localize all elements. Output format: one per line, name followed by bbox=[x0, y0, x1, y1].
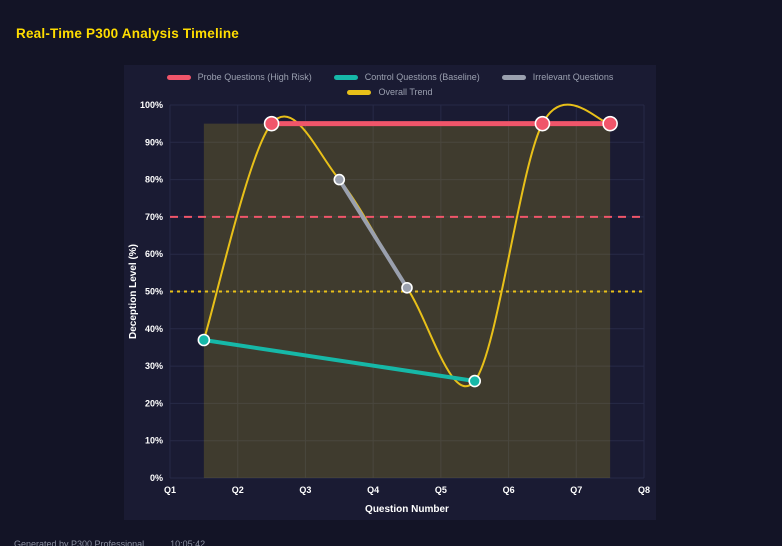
x-tick-label: Q3 bbox=[299, 485, 311, 495]
legend-row: Overall Trend bbox=[347, 87, 433, 97]
y-tick-label: 100% bbox=[140, 100, 163, 110]
data-point-irrelevant-questions[interactable] bbox=[401, 281, 413, 294]
legend-item-overall-trend[interactable]: Overall Trend bbox=[347, 87, 433, 97]
x-tick-label: Q4 bbox=[367, 485, 379, 495]
footer: Generated by P300 Professional 10:05:42 bbox=[14, 539, 205, 546]
legend-marker bbox=[333, 74, 358, 80]
legend-marker bbox=[501, 74, 526, 80]
x-tick-label: Q2 bbox=[232, 485, 244, 495]
y-tick-label: 10% bbox=[145, 436, 163, 446]
series-line-control-questions-baseline bbox=[201, 337, 477, 384]
y-tick-label: 90% bbox=[145, 137, 163, 147]
data-point-control-questions-baseline[interactable] bbox=[197, 333, 211, 347]
x-tick-label: Q7 bbox=[570, 485, 582, 495]
page-title: Real-Time P300 Analysis Timeline bbox=[16, 26, 240, 41]
y-tick-label: 80% bbox=[145, 175, 163, 185]
data-point-probe-questions-high-risk[interactable] bbox=[602, 115, 618, 132]
y-tick-label: 20% bbox=[145, 398, 163, 408]
legend-label: Irrelevant Questions bbox=[532, 72, 614, 82]
x-tick-label: Q1 bbox=[164, 485, 176, 495]
footer-timestamp: 10:05:42 bbox=[170, 539, 206, 546]
data-point-probe-questions-high-risk[interactable] bbox=[263, 115, 280, 132]
y-tick-label: 0% bbox=[150, 473, 163, 483]
x-tick-label: Q5 bbox=[435, 485, 447, 495]
chart-legend: Probe Questions (High Risk) Control Quest… bbox=[124, 72, 656, 97]
timeline-chart: 0% 10% 20% 30% 40% 50% 60% 70% 80% 90% 100% Q1 Q2 Q3 Q… bbox=[128, 100, 650, 515]
footer-generated-text: Generated by P300 Professional bbox=[14, 539, 145, 546]
y-tick-label: 30% bbox=[145, 361, 163, 371]
analysis-window-region bbox=[203, 123, 611, 479]
y-tick-label: 40% bbox=[145, 324, 163, 334]
y-tick-label: 70% bbox=[145, 212, 163, 222]
series-line-irrelevant-questions bbox=[337, 177, 409, 290]
legend-label: Overall Trend bbox=[378, 87, 433, 97]
chart-panel: Probe Questions (High Risk) Control Quest… bbox=[124, 65, 656, 520]
x-tick-label: Q8 bbox=[638, 485, 650, 495]
y-axis-label: Deception Level (%) bbox=[128, 244, 139, 339]
legend-item-control-questions-baseline[interactable]: Control Questions (Baseline) bbox=[333, 72, 480, 82]
legend-label: Control Questions (Baseline) bbox=[364, 72, 480, 82]
y-tick-label: 60% bbox=[145, 249, 163, 259]
x-tick-label: Q6 bbox=[503, 485, 515, 495]
y-tick-label: 50% bbox=[145, 287, 163, 297]
x-axis-label: Question Number bbox=[365, 504, 449, 515]
legend-row: Probe Questions (High Risk) Control Quest… bbox=[166, 72, 614, 82]
legend-item-irrelevant-questions[interactable]: Irrelevant Questions bbox=[501, 72, 614, 82]
legend-marker bbox=[347, 89, 372, 95]
data-point-irrelevant-questions[interactable] bbox=[333, 173, 346, 186]
data-point-probe-questions-high-risk[interactable] bbox=[534, 115, 551, 132]
data-point-control-questions-baseline[interactable] bbox=[468, 374, 482, 388]
legend-item-probe-questions-high-risk[interactable]: Probe Questions (High Risk) bbox=[166, 72, 312, 82]
legend-label: Probe Questions (High Risk) bbox=[197, 72, 312, 82]
legend-marker bbox=[166, 74, 191, 80]
